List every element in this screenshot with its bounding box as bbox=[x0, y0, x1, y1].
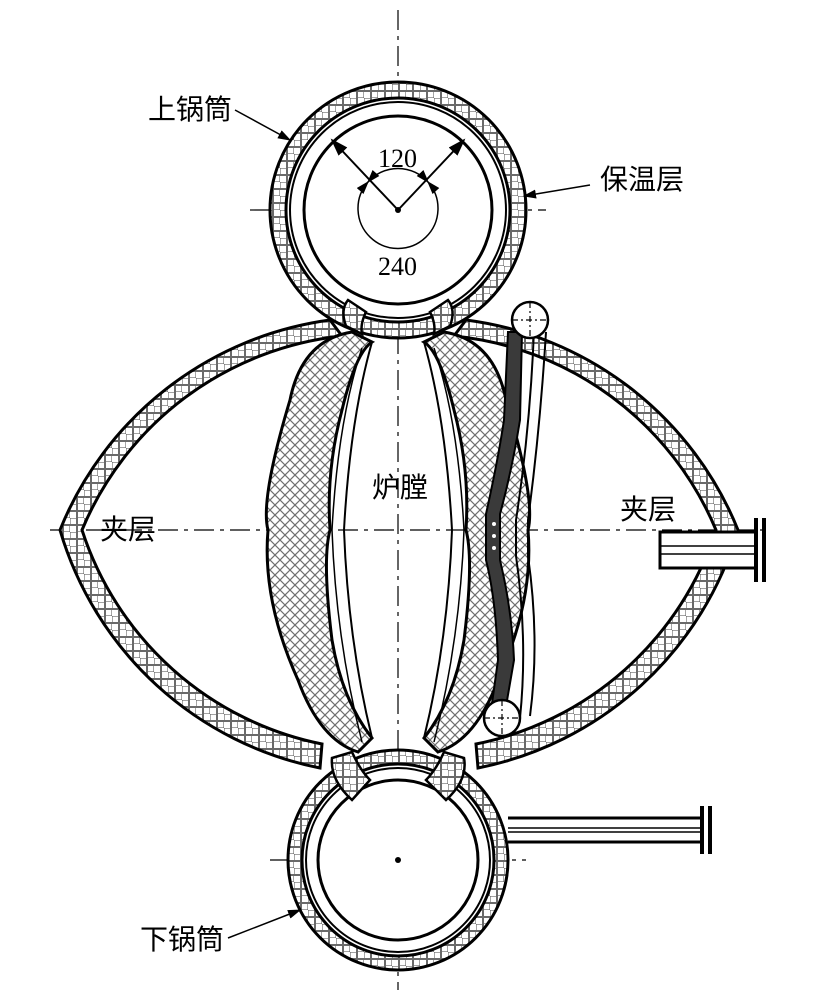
upper-drum bbox=[270, 82, 526, 338]
label-insulation: 保温层 bbox=[600, 158, 684, 198]
label-interlayer-right: 夹层 bbox=[620, 488, 676, 528]
lower-drum bbox=[288, 750, 508, 970]
header-lower-right bbox=[484, 700, 520, 736]
label-interlayer-left: 夹层 bbox=[100, 508, 156, 548]
header-upper-right bbox=[512, 302, 548, 338]
outer-shell bbox=[60, 320, 738, 768]
label-furnace-chamber: 炉膛 bbox=[372, 466, 428, 506]
label-upper-drum: 上锅筒 bbox=[148, 88, 232, 128]
angle-upper-value: 120 bbox=[378, 144, 417, 174]
angle-lower-value: 240 bbox=[378, 252, 417, 282]
label-lower-drum: 下锅筒 bbox=[140, 918, 224, 958]
port-lower bbox=[508, 806, 710, 854]
